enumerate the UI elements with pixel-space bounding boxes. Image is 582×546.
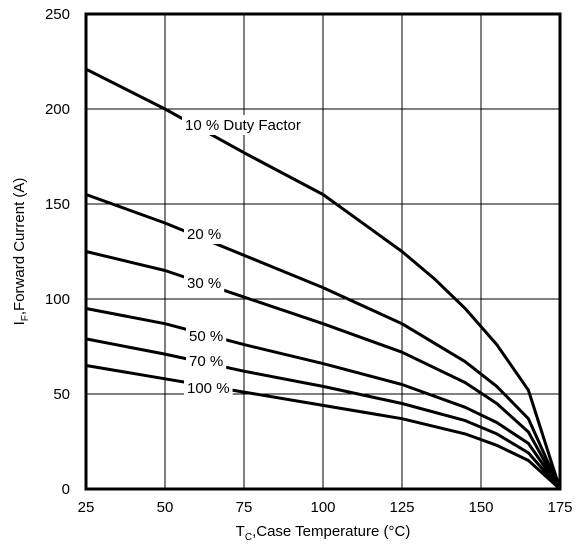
y-tick-label: 0 [62,481,70,498]
x-tick-label: 175 [547,499,572,516]
y-axis-label-rest: ,Forward Current (A) [11,178,28,316]
y-tick-label: 50 [53,386,70,403]
y-axis-label: IF,Forward Current (A) [11,178,31,326]
x-tick-label: 25 [78,499,95,516]
tick-labels: 25 50 75 100 125 150 175 0 50 100 150 200 250 [45,6,573,516]
y-tick-label: 250 [45,6,70,23]
x-tick-label: 150 [468,499,493,516]
x-axis-label-main: T [236,523,245,540]
x-axis-label: TC,Case Temperature (°C) [236,523,411,543]
series-line [85,67,562,490]
series-label: 20 % [187,226,221,243]
series-label-bg [184,273,225,293]
series-label-bg [186,326,227,346]
series-labels: 10 % Duty Factor 20 % 30 % 50 % 70 % 100 % [182,115,304,398]
series-label: 50 % [189,328,223,345]
x-axis-label-sub: C [245,532,252,543]
series-label-bg [184,224,225,244]
plot-frame [84,12,562,491]
x-tick-label: 50 [157,499,174,516]
y-tick-label: 150 [45,196,70,213]
series-label: 100 % [187,380,230,397]
y-tick-label: 100 [45,291,70,308]
x-tick-label: 100 [310,499,335,516]
x-axis-label-rest: ,Case Temperature (°C) [252,523,410,540]
series-label-bg [182,115,304,135]
series-label: 30 % [187,275,221,292]
y-axis-label-main: I [11,321,28,325]
y-axis-label-sub: F [20,315,31,321]
series-label-bg [186,351,227,371]
x-tick-label: 125 [389,499,414,516]
series-label-bg [184,378,233,398]
x-tick-label: 75 [236,499,253,516]
series-label: 10 % Duty Factor [185,117,301,134]
y-tick-label: 200 [45,101,70,118]
series-label: 70 % [189,353,223,370]
